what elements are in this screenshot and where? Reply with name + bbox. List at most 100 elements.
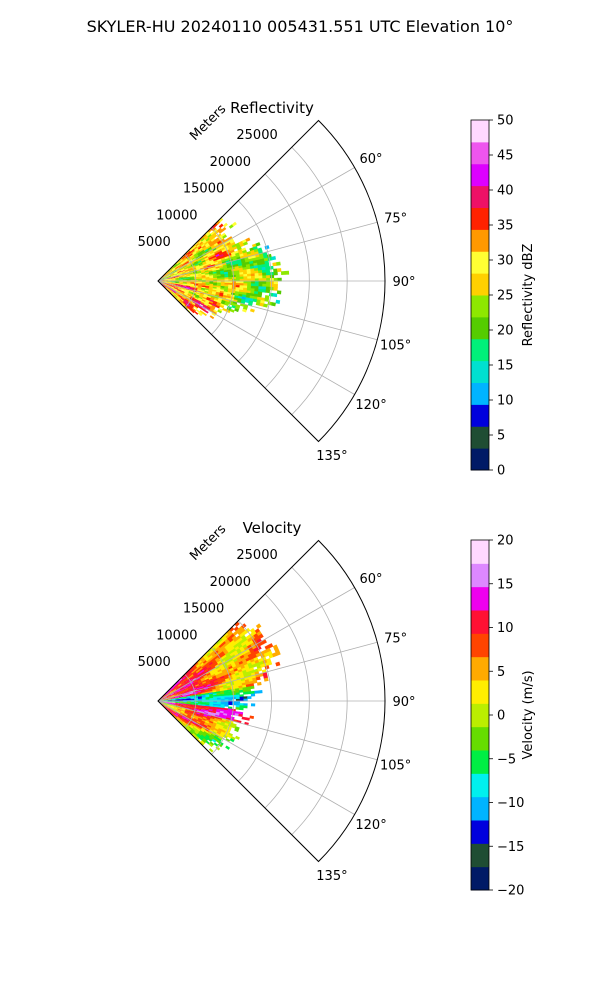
radar-cell [192,688,197,691]
radar-cell [231,688,236,692]
radar-cell [171,711,176,715]
radar-cell [246,691,252,695]
radar-cell [216,301,222,306]
radar-cell [194,661,199,666]
radar-cell [179,702,184,704]
radar-cell [220,702,225,705]
radar-cell [235,696,241,700]
radar-cell [232,303,237,307]
radar-cell [194,261,199,265]
radar-cell [178,705,183,708]
radar-cell [165,706,170,710]
radar-cell [253,265,259,269]
radar-cell [190,285,195,287]
radar-cell [182,263,187,267]
radar-cell [259,255,265,260]
radar-cell [190,683,196,687]
radar-cell [239,276,244,280]
radar-cell [191,713,197,716]
radar-cell [213,300,218,304]
radar-cell [201,733,207,738]
radar-cell [162,284,167,287]
radar-cell [201,298,207,302]
radar-cell [187,670,192,675]
radar-cell [209,282,214,285]
radar-cell [163,698,169,700]
radar-cell [182,285,187,288]
radar-cell [262,278,267,282]
radar-cell [252,679,258,684]
radar-cell [195,249,201,254]
radar-cell [228,665,234,670]
radar-cell [192,732,197,737]
radar-cell [224,302,229,307]
radar-cell [165,286,170,290]
radar-cell [173,714,178,719]
radar-cell [210,231,215,236]
radar-cell [186,698,191,700]
radar-cell [206,665,212,670]
radar-cell [194,697,199,700]
radar-cell [213,703,218,706]
radar-cell [235,285,241,288]
radar-cell [246,266,251,270]
radar-cell [224,238,230,243]
radar-cell [210,261,215,265]
radar-cell [231,253,237,258]
radar-cell [232,650,238,655]
radar-cell [213,258,218,262]
radar-cell [187,250,192,255]
radar-cell [216,282,222,285]
angular-tick-label: 60° [360,572,383,587]
radar-cell [220,285,225,289]
radar-cell [182,257,187,261]
radar-cell [193,246,198,251]
radar-cell [188,711,193,714]
radar-cell [163,281,169,283]
radar-cell [206,238,212,243]
radar-cell [197,251,202,256]
radar-cell [194,698,199,701]
radar-cell [198,240,203,245]
radar-cell [194,281,199,284]
radar-cell [222,307,227,312]
radar-cell [214,726,220,731]
radar-cell [164,699,169,701]
radar-cell [167,701,172,703]
radar-cell [200,669,205,674]
radar-cell [165,271,169,275]
radar-cell [213,701,218,703]
radar-cell [190,682,195,686]
radar-cell [186,274,191,277]
radar-cell [235,690,240,694]
radar-cell [215,723,221,727]
radar-cell [174,265,179,269]
radar-cell [186,703,191,705]
radar-cell [187,678,193,682]
radar-cell [172,269,177,272]
radar-cell [167,702,172,704]
radar-cell [202,239,208,245]
radar-cell [186,274,191,276]
radar-cell [225,738,231,743]
radar-cell [192,258,197,262]
radar-cell [196,250,201,255]
radar-cell [216,721,222,726]
radar-cell [195,302,200,307]
radar-cell [226,241,232,246]
radar-cell [180,688,185,691]
radar-cell [194,724,199,729]
radar-cell [220,282,225,285]
radar-cell [193,706,199,709]
radar-cell [195,668,200,673]
radar-cell [173,294,178,299]
radar-cell [187,713,192,717]
radar-cell [217,718,223,722]
radar-cell [213,228,218,234]
radar-cell [224,702,229,705]
radar-cell [171,277,176,279]
radar-cell [214,664,220,668]
radar-cell [231,664,237,669]
radar-cell [181,297,186,301]
radar-cell [193,691,198,694]
